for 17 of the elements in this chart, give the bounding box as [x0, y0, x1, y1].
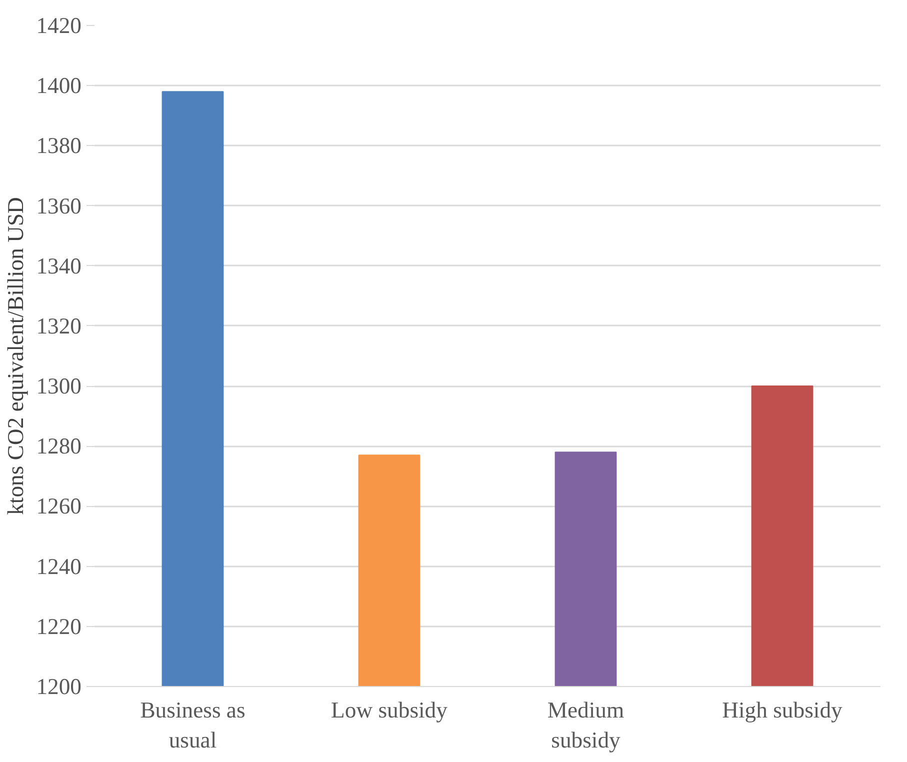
- y-tick-label: 1400: [36, 73, 82, 98]
- y-tick-label: 1260: [36, 494, 82, 519]
- x-tick-label: Medium subsidy: [547, 698, 625, 752]
- y-tick-label: 1340: [36, 253, 82, 278]
- x-tick-label: Business as usual: [140, 698, 246, 752]
- y-tick-label: 1220: [36, 614, 82, 639]
- y-tick-label: 1320: [36, 313, 82, 338]
- y-axis-title: ktons CO2 equivalent/Billion USD: [3, 197, 28, 515]
- y-tick-label: 1420: [36, 13, 82, 38]
- y-tick-label: 1280: [36, 434, 82, 459]
- y-tick-label: 1380: [36, 133, 82, 158]
- y-tick-label: 1360: [36, 193, 82, 218]
- y-tick-label: 1300: [36, 374, 82, 399]
- y-tick-label: 1240: [36, 554, 82, 579]
- x-tick-label: Low subsidy: [331, 698, 448, 722]
- y-tick-label: 1200: [36, 674, 82, 699]
- x-tick-label: High subsidy: [722, 698, 844, 722]
